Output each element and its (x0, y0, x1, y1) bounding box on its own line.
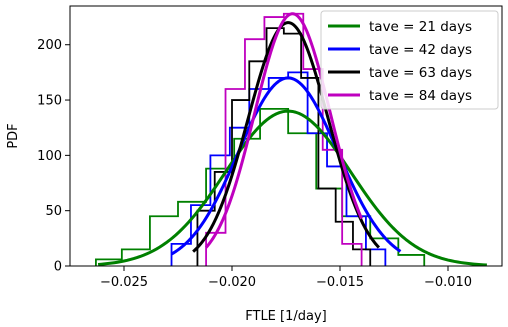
legend-label: tave = 42 days (369, 42, 472, 58)
fit-curve-series-2 (170, 76, 402, 256)
y-axis-label: PDF (6, 123, 21, 148)
x-tick-label: −0.020 (208, 275, 256, 290)
y-tick-label: 150 (37, 94, 62, 109)
plot-area (95, 12, 487, 266)
legend-label: tave = 84 days (369, 88, 472, 104)
legend-box (320, 10, 499, 110)
x-axis-label: FTLE [1/day] (245, 309, 327, 324)
fit-curve-series-4 (204, 12, 363, 249)
legend: tave = 21 days tave = 42 days tave = 63 da… (320, 10, 499, 110)
legend-label: tave = 21 days (369, 19, 472, 35)
x-axis: −0.025 −0.020 −0.015 −0.010 (100, 266, 472, 290)
fit-curve-series-3 (192, 21, 380, 253)
x-tick-label: −0.010 (424, 275, 472, 290)
histogram-series-3 (196, 27, 372, 266)
y-tick-label: 200 (37, 38, 62, 53)
fit-curve-series-1 (97, 109, 487, 266)
y-axis: 0 50 100 150 200 (37, 38, 70, 275)
y-tick-label: 100 (37, 149, 62, 164)
x-tick-label: −0.025 (100, 275, 148, 290)
legend-label: tave = 63 days (369, 65, 472, 81)
x-tick-label: −0.015 (316, 275, 364, 290)
axes-frame (69, 5, 503, 267)
y-tick-label: 50 (45, 204, 62, 219)
histogram-series-2 (170, 71, 387, 266)
y-tick-label: 0 (54, 260, 62, 275)
